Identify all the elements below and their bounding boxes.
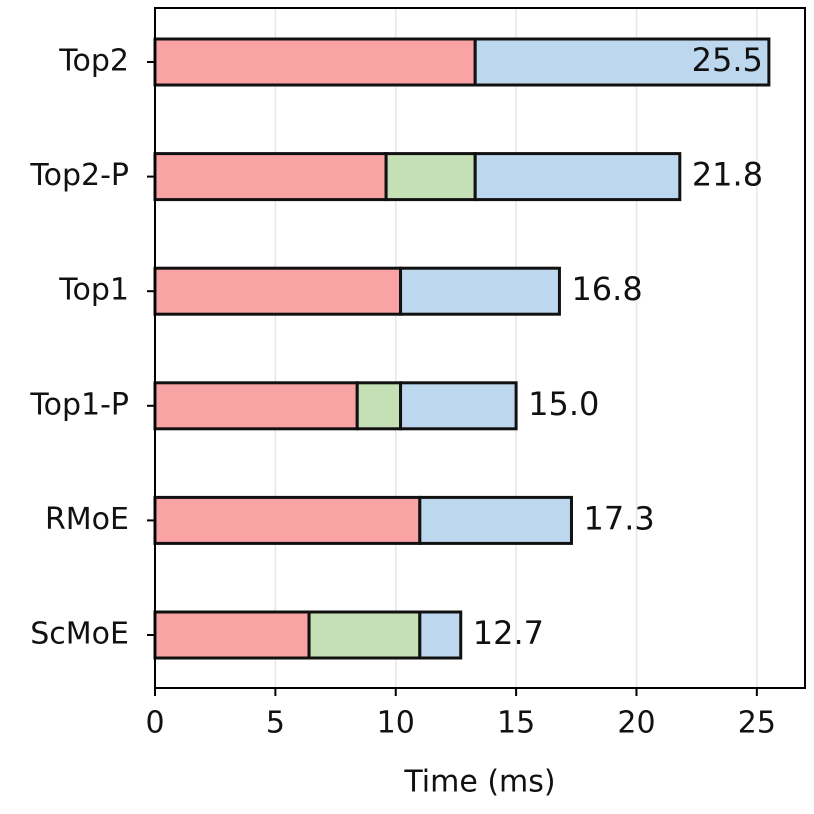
bar-segment (153, 266, 403, 316)
bar-segment (153, 37, 477, 87)
x-tick-label: 25 (738, 706, 776, 741)
y-tick-label: Top1 (58, 273, 129, 308)
y-tick-label: Top2-P (29, 158, 129, 193)
bar-segment (153, 381, 359, 431)
x-tick-label: 10 (377, 706, 415, 741)
bar-segment (384, 152, 477, 202)
bar-segment (153, 495, 422, 545)
bar-segment (307, 610, 422, 660)
bar-segment (418, 495, 573, 545)
bar-segment (399, 266, 561, 316)
plot-frame (154, 7, 806, 689)
y-tick-label: RMoE (45, 502, 129, 537)
value-label: 21.8 (692, 156, 763, 194)
bar-segment (355, 381, 403, 431)
bar-segment (399, 381, 518, 431)
x-tick-label: 0 (145, 706, 164, 741)
bar-segment (473, 152, 682, 202)
value-label: 12.7 (473, 614, 544, 652)
value-label: 17.3 (583, 499, 654, 537)
x-axis-label: Time (ms) (403, 765, 555, 800)
value-label: 15.0 (528, 385, 599, 423)
x-tick-label: 5 (266, 706, 285, 741)
bar-segment (418, 610, 463, 660)
x-tick-label: 15 (497, 706, 535, 741)
value-label: 25.5 (692, 41, 763, 79)
value-label: 16.8 (571, 270, 642, 308)
x-tick-label: 20 (617, 706, 655, 741)
bar-segment (473, 37, 771, 87)
y-tick-label: Top2 (58, 44, 129, 79)
y-tick-label: ScMoE (30, 617, 129, 652)
bar-segment (153, 610, 311, 660)
bar-segment (153, 152, 388, 202)
y-tick-label: Top1-P (29, 387, 129, 422)
